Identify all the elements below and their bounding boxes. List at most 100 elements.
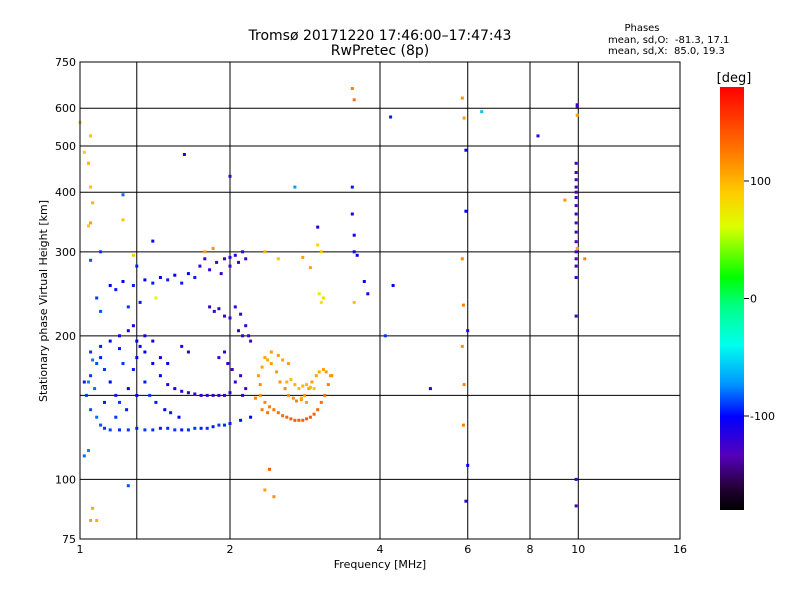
echo-point (312, 387, 316, 391)
echo-point (460, 257, 464, 261)
echo-point (269, 362, 273, 365)
x-tick-label: 10 (571, 543, 585, 556)
echo-point (241, 334, 245, 338)
echo-point (118, 347, 121, 351)
echo-point (118, 428, 121, 432)
echo-point (233, 305, 237, 309)
echo-point (180, 428, 184, 432)
echo-point (95, 362, 99, 365)
colorbar-tick-label: 0 (750, 293, 757, 306)
echo-point (314, 374, 318, 378)
echo-point (301, 418, 305, 422)
echo-point (135, 339, 139, 343)
echo-point (143, 380, 147, 384)
echo-point (99, 250, 103, 254)
echo-point (464, 209, 468, 213)
echo-point (295, 399, 298, 403)
colorbar-tick-label: -100 (750, 410, 775, 423)
echo-point (131, 368, 135, 371)
echo-point (114, 288, 118, 292)
echo-point (217, 423, 221, 427)
echo-point (324, 370, 328, 374)
echo-point (275, 370, 279, 374)
echo-point (244, 257, 248, 261)
echo-point (126, 305, 130, 309)
echo-point (219, 272, 223, 276)
echo-point (203, 257, 207, 261)
echo-point (131, 324, 135, 328)
echo-point (308, 415, 312, 419)
echo-point (177, 415, 181, 419)
echo-point (103, 368, 106, 371)
echo-point (143, 428, 147, 432)
echo-point (151, 428, 155, 432)
echo-point (158, 374, 162, 378)
echo-point (352, 300, 356, 304)
echo-point (228, 174, 232, 178)
echo-point (95, 415, 99, 419)
echo-point (230, 368, 234, 371)
echo-point (286, 362, 290, 365)
echo-point (574, 240, 578, 244)
echo-point (316, 408, 320, 412)
echo-point (103, 426, 106, 430)
echo-point (89, 350, 93, 354)
plot-frame (79, 61, 681, 540)
echo-point (108, 380, 112, 384)
echo-point (114, 393, 118, 397)
data-points (78, 87, 587, 522)
echo-point (99, 344, 103, 348)
echo-point (563, 198, 567, 202)
echo-point (466, 463, 470, 467)
echo-point (151, 362, 155, 365)
echo-point (138, 300, 142, 304)
echo-point (301, 255, 305, 259)
echo-point (583, 257, 587, 261)
echo-point (574, 250, 578, 254)
y-tick-label: 750 (55, 56, 76, 69)
echo-point (263, 488, 267, 492)
echo-point (289, 417, 293, 421)
echo-point (89, 258, 93, 262)
echo-point (574, 161, 578, 165)
echo-point (352, 233, 356, 237)
echo-point (228, 422, 232, 425)
echo-point (428, 387, 432, 391)
echo-point (193, 426, 197, 430)
echo-point (89, 185, 93, 189)
echo-point (158, 276, 162, 279)
echo-point (269, 350, 273, 354)
echo-point (350, 185, 354, 189)
echo-point (233, 380, 237, 384)
echo-point (305, 400, 309, 404)
echo-point (302, 393, 306, 397)
x-tick-label: 1 (77, 543, 84, 556)
echo-point (317, 292, 321, 296)
echo-point (276, 257, 280, 261)
x-axis: 1 2 4 6 8 10 16 (77, 543, 688, 556)
echo-point (228, 391, 232, 395)
echo-point (169, 411, 173, 415)
chart-subtitle: RwPretec (8p) (331, 43, 429, 59)
phase-stats-title: Phases (624, 23, 659, 34)
echo-point (289, 378, 293, 381)
echo-point (574, 230, 578, 234)
echo-point (247, 334, 251, 338)
echo-point (301, 384, 305, 388)
x-tick-label: 8 (527, 543, 534, 556)
x-tick-label: 6 (464, 543, 471, 556)
echo-point (166, 383, 170, 387)
echo-point (574, 196, 578, 199)
echo-point (281, 358, 285, 362)
echo-point (352, 98, 356, 102)
y-tick-label: 500 (55, 140, 76, 153)
echo-point (285, 415, 289, 419)
echo-point (276, 411, 280, 415)
echo-point (193, 392, 197, 396)
phase-stats-x: mean, sd,X: 85.0, 19.3 (608, 46, 725, 57)
echo-point (87, 224, 90, 228)
echo-point (237, 260, 240, 264)
echo-point (366, 292, 370, 296)
echo-point (310, 380, 314, 384)
echo-point (574, 477, 578, 481)
